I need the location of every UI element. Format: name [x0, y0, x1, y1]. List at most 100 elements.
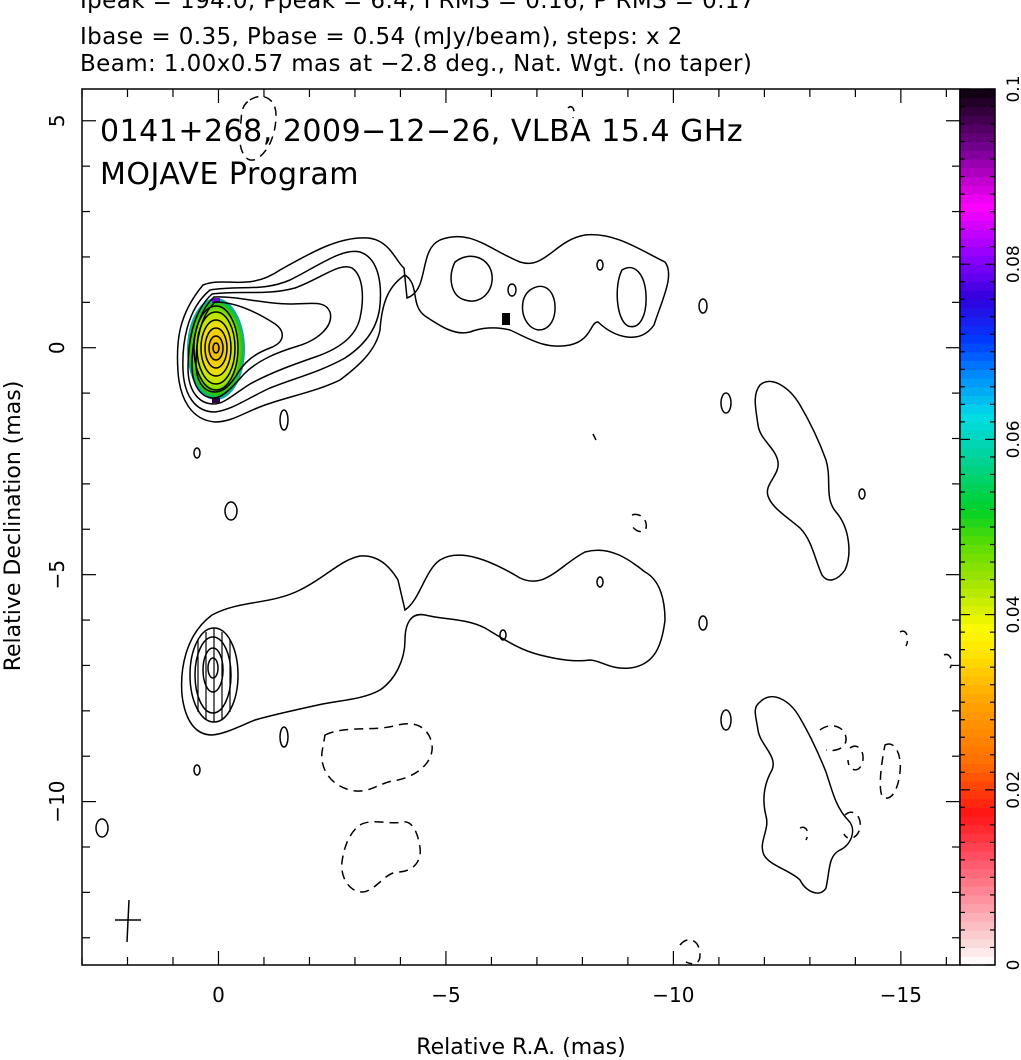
colorbar-band — [960, 518, 995, 528]
colorbar-band — [960, 824, 995, 835]
colorbar-band — [960, 535, 995, 546]
colorbar-band — [960, 579, 995, 589]
colorbar-tick-label: 0.04 — [1004, 596, 1021, 634]
colorbar-band — [960, 789, 995, 800]
colorbar-band — [960, 378, 995, 388]
colorbar-band — [960, 894, 995, 905]
plot-title-line-2: MOJAVE Program — [100, 157, 359, 192]
colorbar-band — [960, 299, 995, 309]
plot-title-line-1: 0141+268, 2009−12−26, VLBA 15.4 GHz — [100, 114, 743, 149]
polarization-vectors — [197, 628, 231, 722]
polarization-contour-core — [194, 636, 232, 714]
intensity-island — [858, 488, 866, 500]
colorbar-band — [960, 570, 995, 581]
colorbar-band — [960, 316, 995, 327]
colorbar-band — [960, 483, 995, 493]
colorbar-band — [960, 921, 995, 931]
x-tick-label: −15 — [880, 983, 922, 1007]
colorbar-band — [960, 754, 995, 765]
colorbar-band — [960, 421, 995, 432]
y-tick-label: 0 — [45, 341, 69, 354]
colorbar-band — [960, 833, 995, 843]
intensity-contour-7 — [196, 311, 236, 385]
negative-contour — [679, 939, 701, 965]
colorbar-band — [960, 605, 995, 616]
colorbar-band — [960, 395, 995, 405]
colorbar-band — [960, 614, 995, 624]
colorbar-band — [960, 632, 995, 642]
colorbar-band — [960, 141, 995, 151]
colorbar-band — [960, 912, 995, 922]
colorbar-band — [960, 903, 995, 913]
colorbar-band — [960, 719, 995, 729]
colorbar-band — [960, 491, 995, 502]
colorbar-band — [960, 816, 995, 826]
colorbar-band — [960, 325, 995, 335]
colorbar-band — [960, 877, 995, 887]
colorbar-band — [960, 649, 995, 659]
intensity-island — [507, 283, 517, 297]
colorbar-band — [960, 859, 995, 870]
colorbar-tick-label: 0.08 — [1004, 245, 1021, 283]
colorbar-tick-label: 0 — [1004, 960, 1021, 971]
negative-contour — [843, 811, 861, 839]
colorbar-band — [960, 229, 995, 239]
negative-contour — [321, 723, 433, 792]
x-tick-label: 0 — [212, 983, 225, 1007]
negative-contour — [799, 826, 809, 841]
colorbar-band — [960, 413, 995, 423]
negative-contour — [899, 630, 909, 647]
colorbar-tick-label: 0.06 — [1004, 420, 1021, 458]
colorbar-band — [960, 246, 995, 256]
core-edge-pixel — [212, 298, 220, 303]
polarization-island — [499, 629, 507, 641]
colorbar-band — [960, 132, 995, 143]
colorbar-band — [960, 448, 995, 458]
colorbar-band — [960, 938, 995, 948]
intensity-contour-2 — [182, 250, 382, 413]
colorbar-band — [960, 851, 995, 861]
y-tick-label: −5 — [45, 560, 69, 589]
colorbar-band — [960, 404, 995, 414]
intensity-contour-right-component — [754, 380, 850, 581]
colorbar-band — [960, 264, 995, 274]
polarization-contour-right-component — [754, 696, 854, 894]
intensity-island — [698, 298, 708, 314]
colorbar-band — [960, 947, 995, 957]
colorbar-band — [960, 220, 995, 230]
intensity-island — [596, 259, 604, 271]
colorbar-band — [960, 115, 995, 125]
colorbar-band — [960, 597, 995, 607]
colorbar-band — [960, 194, 995, 204]
colorbar-band — [960, 439, 995, 449]
colorbar-band — [960, 237, 995, 248]
colorbar-band — [960, 868, 995, 878]
polarization-island — [279, 726, 289, 748]
colorbar-band — [960, 886, 995, 896]
intensity-contour-9 — [204, 327, 228, 369]
colorbar-band — [960, 684, 995, 694]
negative-contour — [567, 106, 575, 119]
colorbar-band — [960, 456, 995, 467]
colorbar-band — [960, 308, 995, 318]
colorbar-band — [960, 386, 995, 397]
colorbar-band — [960, 360, 995, 370]
y-tick-label: −10 — [45, 780, 69, 822]
polarization-contour-core — [207, 657, 219, 679]
colorbar-band — [960, 272, 995, 283]
colorbar-band — [960, 334, 995, 344]
colorbar-band — [960, 527, 995, 537]
colorbar-band — [960, 255, 995, 265]
colorbar-band — [960, 176, 995, 186]
negative-contour — [631, 513, 648, 533]
colorbar-band — [960, 150, 995, 160]
intensity-contour-6 — [193, 305, 239, 391]
colorbar-band — [960, 667, 995, 677]
colorbar-band — [960, 781, 995, 791]
colorbar-band — [960, 465, 995, 475]
header-line-3: Beam: 1.00x0.57 mas at −2.8 deg., Nat. W… — [80, 51, 753, 77]
axis-ticks — [81, 89, 960, 965]
negative-contour — [592, 433, 597, 441]
colorbar-band — [960, 185, 995, 195]
